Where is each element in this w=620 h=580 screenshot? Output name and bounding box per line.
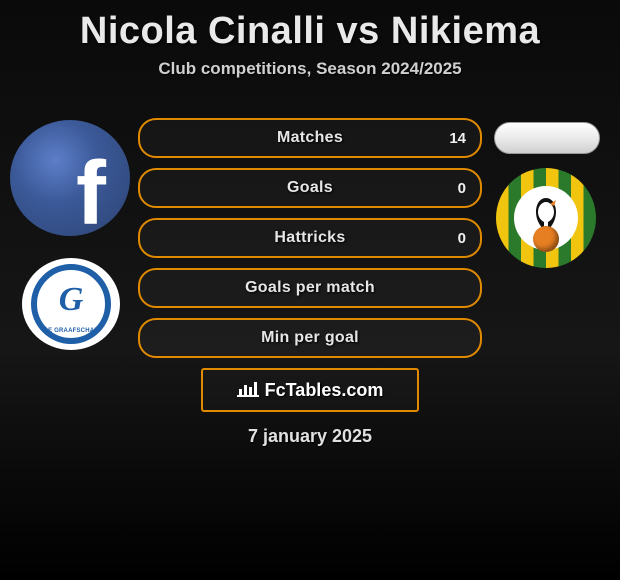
brand-box[interactable]: FcTables.com — [201, 368, 419, 412]
stat-row: Min per goal — [138, 318, 482, 358]
stat-label: Min per goal — [140, 329, 480, 347]
stat-row: Goals 0 — [138, 168, 482, 208]
comparison-card: Nicola Cinalli vs Nikiema Club competiti… — [0, 0, 620, 580]
stats-list: Matches 14 Goals 0 Hattricks 0 Goals per… — [138, 118, 482, 447]
stat-right-value: 0 — [458, 230, 466, 247]
stat-right-value: 0 — [458, 180, 466, 197]
player-right-club-logo — [496, 168, 596, 268]
stat-row: Hattricks 0 — [138, 218, 482, 258]
stat-row: Matches 14 — [138, 118, 482, 158]
bar-chart-icon — [237, 381, 259, 399]
stat-label: Matches — [140, 129, 480, 147]
graafschap-text: DE GRAAFSCHAP — [44, 328, 99, 334]
player-left-avatar: f — [10, 120, 130, 236]
page-subtitle: Club competitions, Season 2024/2025 — [0, 59, 620, 79]
date-label: 7 january 2025 — [138, 426, 482, 447]
stat-label: Goals per match — [140, 279, 480, 297]
stat-right-value: 14 — [449, 130, 466, 147]
stat-label: Hattricks — [140, 229, 480, 247]
brand-label: FcTables.com — [265, 380, 384, 401]
stat-row: Goals per match — [138, 268, 482, 308]
brand: FcTables.com — [237, 380, 384, 401]
player-right-avatar — [494, 122, 600, 154]
football-icon — [533, 226, 559, 252]
facebook-icon: f — [76, 143, 106, 236]
player-left-club-logo: G DE GRAAFSCHAP — [22, 258, 120, 350]
page-title: Nicola Cinalli vs Nikiema — [0, 0, 620, 53]
stat-label: Goals — [140, 179, 480, 197]
graafschap-g-icon: G — [59, 281, 84, 319]
